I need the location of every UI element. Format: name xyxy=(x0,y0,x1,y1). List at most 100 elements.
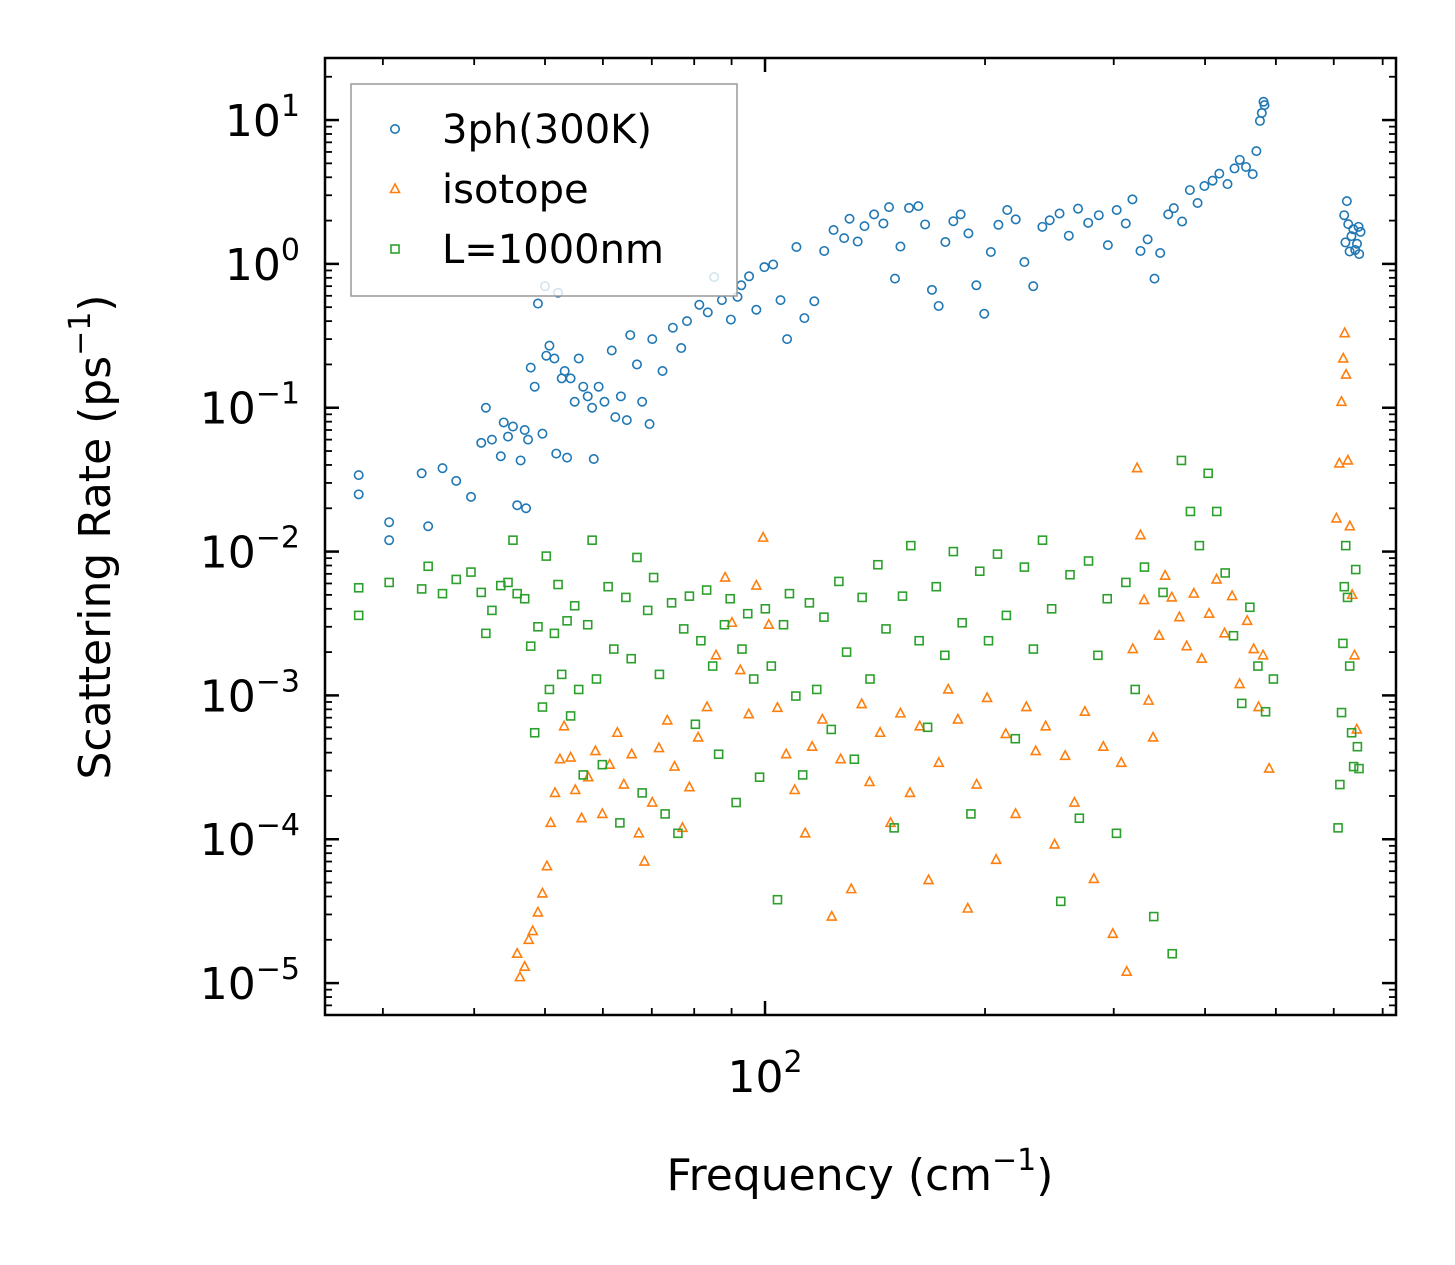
data-point-3ph xyxy=(1344,246,1355,257)
data-point-boundary xyxy=(713,749,724,760)
data-point-3ph xyxy=(486,434,497,445)
data-point-isotope xyxy=(1252,700,1265,712)
data-point-boundary xyxy=(1211,506,1222,517)
data-point-3ph xyxy=(694,299,705,310)
data-point-boundary xyxy=(742,608,753,619)
data-point-boundary xyxy=(451,574,462,585)
data-point-3ph xyxy=(1010,214,1021,225)
data-point-isotope xyxy=(970,777,983,789)
x-tick-base: 10 xyxy=(727,1052,783,1103)
data-point-3ph xyxy=(384,535,395,546)
data-point-3ph xyxy=(551,448,562,459)
data-point-3ph xyxy=(480,402,491,413)
data-point-isotope xyxy=(618,777,630,789)
y-axis-title-suffix: ) xyxy=(70,294,121,311)
data-point-isotope xyxy=(855,697,868,709)
data-point-3ph xyxy=(1352,238,1363,249)
data-point-boundary xyxy=(1083,556,1094,566)
data-point-isotope xyxy=(683,780,696,792)
data-point-3ph xyxy=(744,271,755,282)
data-point-3ph xyxy=(1168,203,1179,214)
data-point-isotope xyxy=(1233,677,1246,689)
data-point-boundary xyxy=(519,593,530,604)
data-point-boundary xyxy=(1111,828,1122,839)
legend: 3ph(300K) isotope L=1000nm xyxy=(350,83,738,297)
data-point-boundary xyxy=(1028,644,1039,654)
data-point-3ph xyxy=(725,314,736,325)
data-point-3ph xyxy=(985,246,996,257)
data-point-3ph xyxy=(1247,169,1258,180)
data-point-isotope xyxy=(799,826,812,838)
data-point-boundary xyxy=(1339,581,1350,592)
data-point-3ph xyxy=(1341,196,1352,207)
data-point-3ph xyxy=(537,428,548,439)
data-point-boundary xyxy=(562,616,572,626)
data-point-isotope xyxy=(511,947,523,959)
data-point-isotope xyxy=(1134,528,1147,540)
data-point-3ph xyxy=(1214,168,1225,179)
data-point-boundary xyxy=(476,587,487,598)
data-point-isotope xyxy=(816,712,829,724)
data-point-3ph xyxy=(775,295,786,306)
legend-marker xyxy=(389,182,401,194)
data-point-3ph xyxy=(895,241,906,252)
data-point-3ph xyxy=(512,500,523,511)
data-point-3ph xyxy=(587,402,598,413)
data-point-3ph xyxy=(751,304,762,315)
data-point-isotope xyxy=(1153,629,1165,641)
data-point-boundary xyxy=(1167,948,1178,959)
data-point-isotope xyxy=(981,691,993,703)
data-point-3ph xyxy=(565,373,576,384)
data-point-boundary xyxy=(931,581,942,592)
data-point-isotope xyxy=(1147,730,1159,742)
data-point-boundary xyxy=(811,684,822,695)
data-point-3ph xyxy=(1177,216,1188,227)
data-point-isotope xyxy=(569,783,582,795)
data-point-isotope xyxy=(1187,586,1200,598)
data-point-3ph xyxy=(920,219,931,230)
data-point-3ph xyxy=(631,359,642,370)
data-point-isotope xyxy=(825,909,838,921)
data-point-3ph xyxy=(523,434,534,445)
data-point-boundary xyxy=(1220,568,1230,578)
data-point-isotope xyxy=(952,712,964,724)
data-point-3ph xyxy=(451,475,462,486)
data-point-3ph xyxy=(844,213,855,224)
data-point-isotope xyxy=(653,741,665,753)
data-point-isotope xyxy=(1337,351,1350,363)
data-point-boundary xyxy=(1352,741,1363,752)
data-point-boundary xyxy=(873,559,883,570)
data-point-isotope xyxy=(780,747,793,759)
legend-marker-3ph xyxy=(389,124,400,135)
data-point-3ph xyxy=(799,313,810,324)
data-point-3ph xyxy=(889,273,900,284)
data-point-boundary xyxy=(615,818,625,828)
data-point-boundary xyxy=(1046,604,1057,614)
data-point-boundary xyxy=(690,719,701,730)
data-point-isotope xyxy=(762,618,775,630)
data-point-3ph xyxy=(869,209,880,220)
data-point-3ph xyxy=(1149,273,1160,284)
data-point-isotope xyxy=(961,901,974,913)
data-point-3ph xyxy=(384,517,395,528)
data-point-isotope xyxy=(514,970,526,982)
data-point-boundary xyxy=(533,621,543,632)
data-point-isotope xyxy=(1180,639,1193,651)
data-point-boundary xyxy=(1335,779,1345,790)
data-point-isotope xyxy=(625,747,638,759)
data-point-boundary xyxy=(1148,911,1159,922)
data-point-3ph xyxy=(878,218,889,229)
data-point-isotope xyxy=(1088,872,1100,884)
data-point-isotope xyxy=(633,826,645,838)
data-point-boundary xyxy=(1260,706,1271,717)
data-point-3ph xyxy=(1093,210,1104,221)
data-point-3ph xyxy=(1073,203,1084,214)
data-point-3ph xyxy=(532,298,543,309)
data-point-3ph xyxy=(759,262,770,273)
data-point-3ph xyxy=(859,221,870,232)
data-point-3ph xyxy=(1343,219,1354,230)
data-point-3ph xyxy=(582,391,593,402)
data-point-isotope xyxy=(589,744,602,756)
data-point-boundary xyxy=(666,598,677,608)
